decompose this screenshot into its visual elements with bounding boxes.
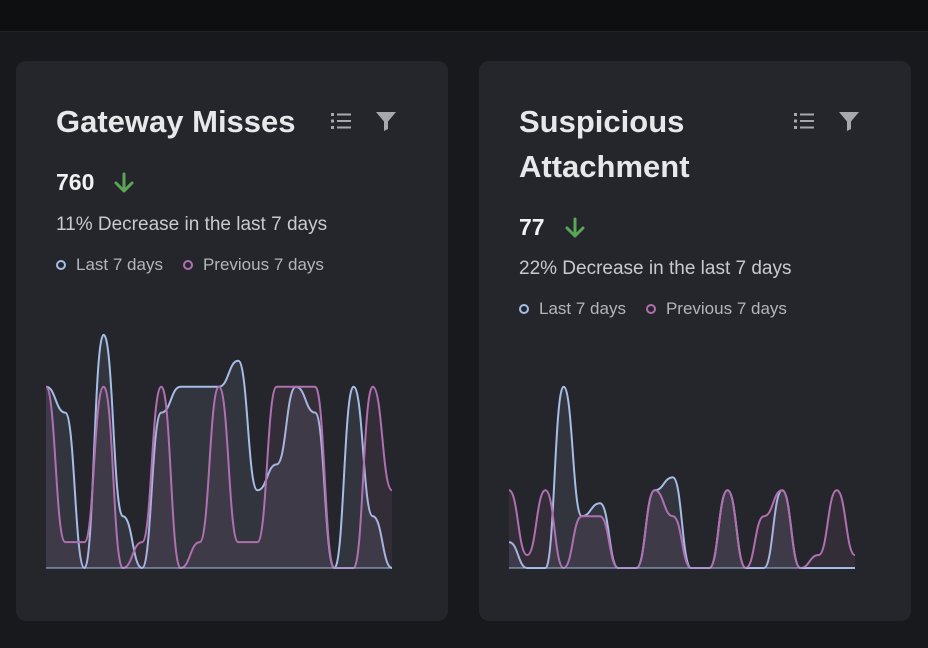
suspicious-attachment-chart	[509, 385, 855, 569]
card-title: Suspicious Attachment	[519, 104, 690, 184]
arrow-down-icon	[565, 217, 585, 237]
legend-label: Last 7 days	[76, 255, 163, 274]
suspicious-attachment-card: Suspicious Attachment 77 22% Decrease in…	[479, 61, 911, 621]
series-area-previous	[509, 490, 855, 568]
filter-icon[interactable]	[837, 109, 861, 133]
legend-item-previous[interactable]: Previous 7 days	[182, 255, 324, 275]
legend-item-last[interactable]: Last 7 days	[519, 299, 626, 319]
arrow-down-icon	[114, 172, 134, 192]
legend-marker-last	[519, 304, 529, 314]
series-area-last	[46, 334, 392, 568]
chart-legend: Last 7 days Previous 7 days	[56, 255, 344, 275]
chart-legend: Last 7 days Previous 7 days	[519, 299, 807, 319]
legend-label: Previous 7 days	[665, 299, 787, 318]
legend-item-last[interactable]: Last 7 days	[56, 255, 163, 275]
metric-value: 760	[56, 169, 95, 195]
legend-label: Previous 7 days	[202, 255, 324, 274]
metric-row: 77	[519, 214, 587, 241]
legend-marker-last	[56, 260, 66, 270]
gateway-misses-chart	[46, 333, 392, 569]
trend-description: 11% Decrease in the last 7 days	[56, 214, 328, 235]
gateway-misses-card: Gateway Misses 760 11% Decrease in the l…	[16, 61, 448, 621]
legend-marker-previous	[645, 304, 656, 314]
legend-marker-previous	[182, 260, 193, 270]
list-icon[interactable]	[792, 109, 816, 133]
legend-item-previous[interactable]: Previous 7 days	[645, 299, 787, 319]
top-bar	[0, 0, 928, 32]
card-title: Gateway Misses	[56, 104, 296, 139]
metric-row: 760	[56, 169, 136, 196]
metric-value: 77	[519, 214, 545, 240]
filter-icon[interactable]	[374, 109, 398, 133]
legend-label: Last 7 days	[539, 299, 626, 318]
trend-description: 22% Decrease in the last 7 days	[519, 258, 792, 279]
series-area-previous	[46, 386, 392, 568]
list-icon[interactable]	[329, 109, 353, 133]
series-area-last	[509, 386, 855, 568]
